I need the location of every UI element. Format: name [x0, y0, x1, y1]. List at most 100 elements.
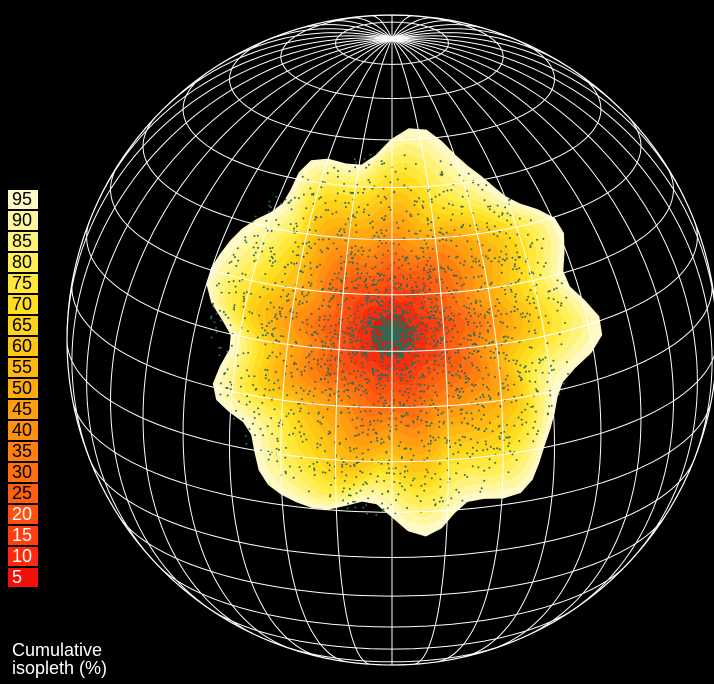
- location-point: [426, 271, 429, 274]
- location-point: [463, 356, 466, 359]
- location-point: [380, 232, 383, 235]
- location-point: [305, 242, 308, 245]
- location-point: [505, 232, 508, 235]
- location-point: [439, 485, 442, 488]
- location-point: [392, 345, 395, 349]
- location-point: [312, 192, 315, 195]
- legend-title-line2: isopleth (%): [12, 658, 108, 678]
- location-point: [458, 390, 461, 393]
- location-point: [310, 367, 313, 370]
- location-point: [319, 249, 322, 252]
- location-point: [321, 304, 324, 307]
- location-point: [405, 411, 408, 414]
- location-point: [413, 327, 417, 331]
- legend-entry-90: 90: [7, 210, 39, 231]
- location-point: [277, 379, 280, 382]
- location-point: [498, 230, 501, 233]
- location-point: [528, 330, 531, 333]
- location-point: [459, 366, 462, 368]
- location-point: [352, 333, 355, 336]
- location-point: [370, 325, 373, 328]
- location-point: [416, 257, 419, 260]
- location-point: [327, 209, 330, 212]
- location-point: [420, 409, 422, 412]
- location-point: [403, 390, 406, 393]
- location-point: [392, 295, 395, 298]
- location-point: [341, 490, 344, 493]
- location-point: [382, 187, 385, 190]
- location-point: [384, 399, 387, 402]
- location-point: [362, 424, 365, 427]
- location-point: [422, 250, 425, 253]
- location-point: [398, 389, 401, 392]
- location-point: [377, 245, 380, 248]
- location-point: [284, 456, 287, 459]
- location-point: [489, 421, 491, 424]
- location-point: [244, 434, 247, 437]
- location-point: [316, 446, 319, 449]
- location-point: [461, 499, 464, 502]
- location-point: [244, 273, 247, 276]
- location-point: [446, 286, 449, 289]
- location-point: [389, 354, 393, 358]
- location-point: [359, 470, 362, 473]
- location-point: [347, 317, 350, 320]
- location-point: [381, 163, 384, 166]
- location-point: [388, 206, 391, 209]
- location-point: [382, 402, 385, 405]
- location-point: [476, 350, 479, 353]
- location-point: [500, 263, 503, 266]
- location-point: [387, 423, 390, 426]
- location-point: [438, 425, 441, 428]
- location-point: [504, 378, 507, 381]
- location-point: [436, 372, 439, 375]
- location-point: [451, 374, 453, 377]
- location-point: [369, 153, 372, 156]
- location-point: [478, 264, 481, 267]
- location-point: [327, 318, 330, 321]
- location-point: [497, 415, 500, 418]
- location-point: [270, 417, 272, 420]
- location-point: [340, 281, 343, 284]
- location-point: [445, 231, 448, 234]
- location-point: [349, 465, 352, 468]
- location-point: [459, 262, 462, 264]
- location-point: [427, 278, 429, 281]
- location-point: [363, 280, 366, 283]
- legend-entry-35: 35: [7, 441, 39, 462]
- location-point: [357, 284, 360, 287]
- location-point: [325, 336, 328, 338]
- location-point: [332, 294, 335, 297]
- meridian-line: [259, 28, 393, 44]
- location-point: [371, 329, 375, 333]
- location-point: [438, 420, 441, 423]
- location-point: [254, 388, 257, 391]
- location-point: [377, 369, 379, 372]
- location-point: [397, 493, 400, 496]
- location-point: [329, 364, 332, 367]
- location-point: [465, 306, 468, 309]
- location-point: [527, 295, 530, 298]
- location-point: [450, 497, 453, 500]
- location-point: [444, 270, 447, 273]
- location-point: [500, 432, 502, 434]
- location-point: [383, 310, 387, 314]
- location-point: [481, 337, 484, 340]
- location-point: [406, 399, 409, 402]
- location-point: [406, 338, 410, 342]
- location-point: [429, 404, 432, 406]
- location-point: [403, 403, 405, 406]
- location-point: [331, 278, 334, 281]
- location-point: [348, 320, 351, 323]
- location-point: [404, 373, 407, 376]
- location-point: [269, 301, 272, 304]
- location-point: [310, 325, 313, 328]
- location-point: [472, 260, 475, 263]
- location-point: [259, 296, 261, 298]
- location-point: [296, 368, 299, 371]
- location-point: [284, 472, 287, 475]
- location-point: [358, 384, 361, 387]
- location-point: [480, 286, 483, 288]
- location-point: [324, 209, 327, 211]
- location-point: [427, 223, 430, 225]
